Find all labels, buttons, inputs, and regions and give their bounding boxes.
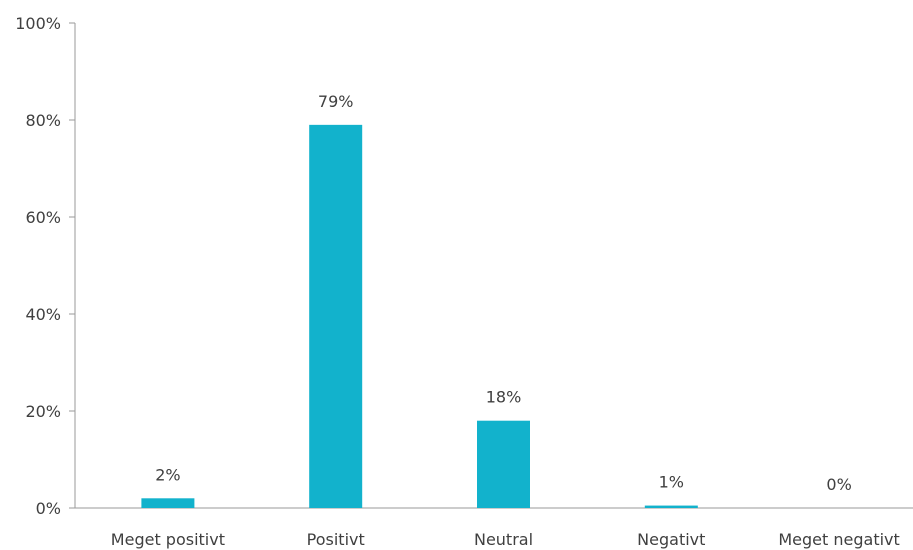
data-label: 0%	[826, 475, 851, 494]
y-axis: 0% 20% 40% 60% 80% 100%	[15, 14, 76, 518]
y-tick-label: 80%	[25, 111, 61, 130]
category-label: Negativt	[637, 530, 705, 549]
category-label: Meget negativt	[778, 530, 899, 549]
y-tick-label: 60%	[25, 208, 61, 227]
x-axis: Meget positivt Positivt Neutral Negativt Meg…	[75, 507, 913, 549]
category-label: Meget positivt	[111, 530, 225, 549]
y-tick-label: 40%	[25, 305, 61, 324]
bar	[644, 505, 698, 508]
category-label: Positivt	[307, 530, 365, 549]
y-tick-label: 100%	[15, 14, 61, 33]
category-label: Neutral	[474, 530, 533, 549]
data-labels: 2% 79% 18% 1% 0%	[155, 92, 852, 494]
bars	[141, 124, 698, 508]
data-label: 18%	[486, 388, 522, 407]
data-label: 2%	[155, 465, 180, 484]
y-tick-label: 0%	[36, 499, 61, 518]
bar	[141, 498, 195, 508]
y-tick-label: 20%	[25, 402, 61, 421]
data-label: 79%	[318, 92, 354, 111]
data-label: 1%	[659, 473, 684, 492]
bar	[309, 124, 363, 508]
bar	[477, 420, 530, 508]
